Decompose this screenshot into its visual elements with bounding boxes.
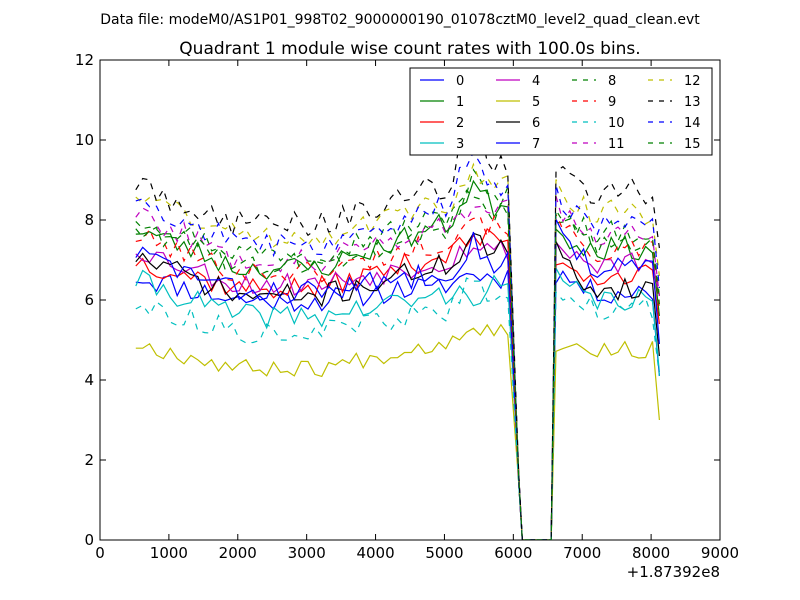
y-tick-label: 4	[84, 371, 94, 389]
legend-label-11: 11	[608, 137, 625, 152]
legend-label-4: 4	[532, 74, 540, 89]
chart-title: Quadrant 1 module wise count rates with …	[179, 39, 640, 59]
legend-label-2: 2	[456, 116, 464, 131]
x-tick-label: 4000	[356, 544, 394, 562]
x-tick-label: 0	[95, 544, 105, 562]
x-tick-label: 6000	[494, 544, 532, 562]
x-tick-label: 8000	[632, 544, 670, 562]
series-line-9	[135, 214, 660, 540]
x-tick-label: 1000	[150, 544, 188, 562]
legend-label-15: 15	[684, 137, 701, 152]
series-line-2	[135, 228, 660, 540]
x-axis-offset-label: +1.87392e8	[627, 563, 720, 581]
series-line-7	[135, 219, 660, 540]
series-line-5	[135, 323, 660, 540]
legend-label-13: 13	[684, 95, 701, 110]
x-tick-label: 9000	[701, 544, 739, 562]
series-line-15	[135, 189, 660, 540]
legend-label-12: 12	[684, 74, 701, 89]
x-tick-label: 3000	[288, 544, 326, 562]
series-line-13	[135, 124, 660, 540]
legend-label-6: 6	[532, 116, 540, 131]
legend-label-1: 1	[456, 95, 464, 110]
series-line-10	[135, 277, 660, 540]
legend-label-10: 10	[608, 116, 625, 131]
x-tick-label: 5000	[425, 544, 463, 562]
series-line-3	[135, 265, 660, 540]
legend-label-5: 5	[532, 95, 540, 110]
legend-label-0: 0	[456, 74, 464, 89]
series-line-12	[135, 162, 660, 540]
y-tick-label: 12	[75, 51, 94, 69]
series-line-0	[135, 270, 660, 540]
legend-label-9: 9	[608, 95, 616, 110]
legend-label-7: 7	[532, 137, 540, 152]
y-tick-label: 10	[75, 131, 94, 149]
legend-box	[409, 67, 713, 156]
series-line-1	[135, 179, 660, 540]
legend-label-3: 3	[456, 137, 464, 152]
plot-area: 0 1000 2000 3000 4000 5000 6000 7000 8000 9000 0 2 4…	[75, 51, 739, 562]
y-tick-label: 2	[84, 451, 94, 469]
x-tick-label: 7000	[563, 544, 601, 562]
chart-suptitle: Data file: modeM0/AS1P01_998T02_90000001…	[100, 12, 700, 28]
legend-label-14: 14	[684, 116, 701, 131]
legend-label-8: 8	[608, 74, 616, 89]
x-tick-label: 2000	[219, 544, 257, 562]
y-tick-label: 6	[84, 291, 94, 309]
series-line-11	[135, 195, 660, 540]
y-tick-label: 0	[84, 531, 94, 549]
y-tick-label: 8	[84, 211, 94, 229]
